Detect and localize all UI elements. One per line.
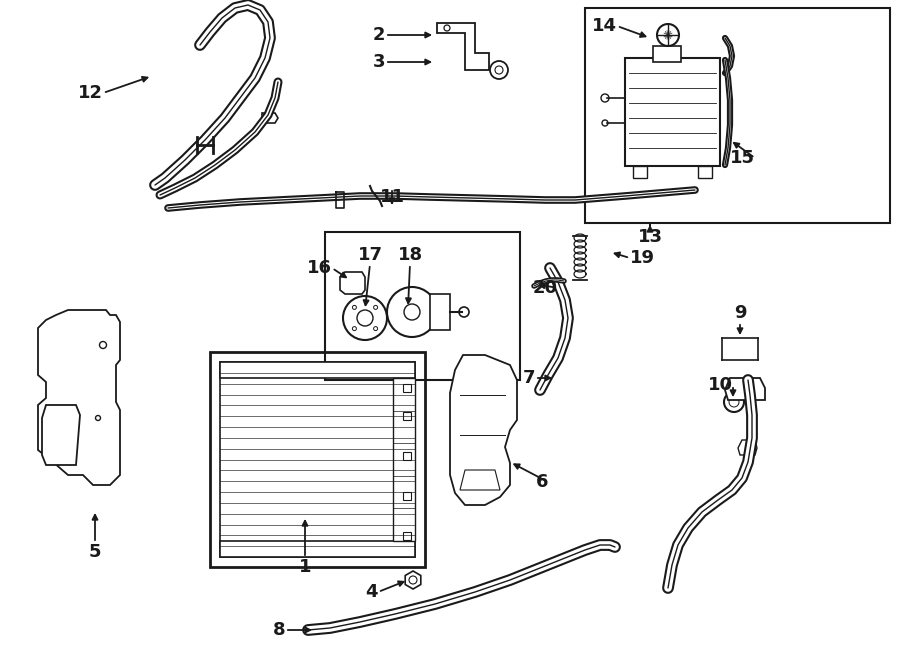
Bar xyxy=(625,58,720,166)
Text: 9: 9 xyxy=(734,304,746,322)
Circle shape xyxy=(357,310,373,326)
Text: 13: 13 xyxy=(637,228,662,246)
Polygon shape xyxy=(738,440,757,455)
Bar xyxy=(585,8,890,223)
Polygon shape xyxy=(262,113,278,123)
Bar xyxy=(220,362,415,557)
Bar xyxy=(403,532,411,540)
Polygon shape xyxy=(38,310,120,485)
Circle shape xyxy=(657,24,679,46)
Text: 20: 20 xyxy=(533,279,558,297)
Bar xyxy=(633,166,647,178)
Polygon shape xyxy=(725,378,765,400)
Bar xyxy=(403,492,411,500)
Polygon shape xyxy=(42,405,80,465)
Polygon shape xyxy=(437,23,489,70)
Text: 6: 6 xyxy=(536,473,548,491)
Bar xyxy=(698,166,712,178)
Bar xyxy=(430,294,450,330)
Text: 19: 19 xyxy=(630,249,655,267)
Bar xyxy=(220,362,415,378)
Text: 7: 7 xyxy=(523,369,535,387)
Text: 2: 2 xyxy=(373,26,385,44)
Text: 17: 17 xyxy=(357,246,382,264)
Text: 3: 3 xyxy=(373,53,385,71)
Text: 5: 5 xyxy=(89,543,101,561)
Text: 14: 14 xyxy=(592,17,617,35)
Text: 11: 11 xyxy=(380,188,404,206)
Text: 18: 18 xyxy=(398,246,423,264)
Bar xyxy=(403,412,411,420)
Circle shape xyxy=(343,296,387,340)
Bar xyxy=(653,46,681,62)
Text: 1: 1 xyxy=(299,558,311,576)
Circle shape xyxy=(495,66,503,74)
Text: 8: 8 xyxy=(273,621,285,639)
Bar xyxy=(210,352,425,567)
Circle shape xyxy=(387,287,437,337)
Text: 12: 12 xyxy=(78,84,103,102)
Circle shape xyxy=(404,304,420,320)
Polygon shape xyxy=(340,272,365,294)
Text: 16: 16 xyxy=(307,259,332,277)
Polygon shape xyxy=(405,571,421,589)
Bar xyxy=(325,232,520,380)
Text: 4: 4 xyxy=(365,583,378,601)
Bar xyxy=(403,452,411,460)
Bar xyxy=(403,384,411,392)
Text: 15: 15 xyxy=(730,149,755,167)
Bar xyxy=(220,541,415,557)
Bar xyxy=(393,378,415,541)
Text: 10: 10 xyxy=(708,376,733,394)
Polygon shape xyxy=(450,355,517,505)
